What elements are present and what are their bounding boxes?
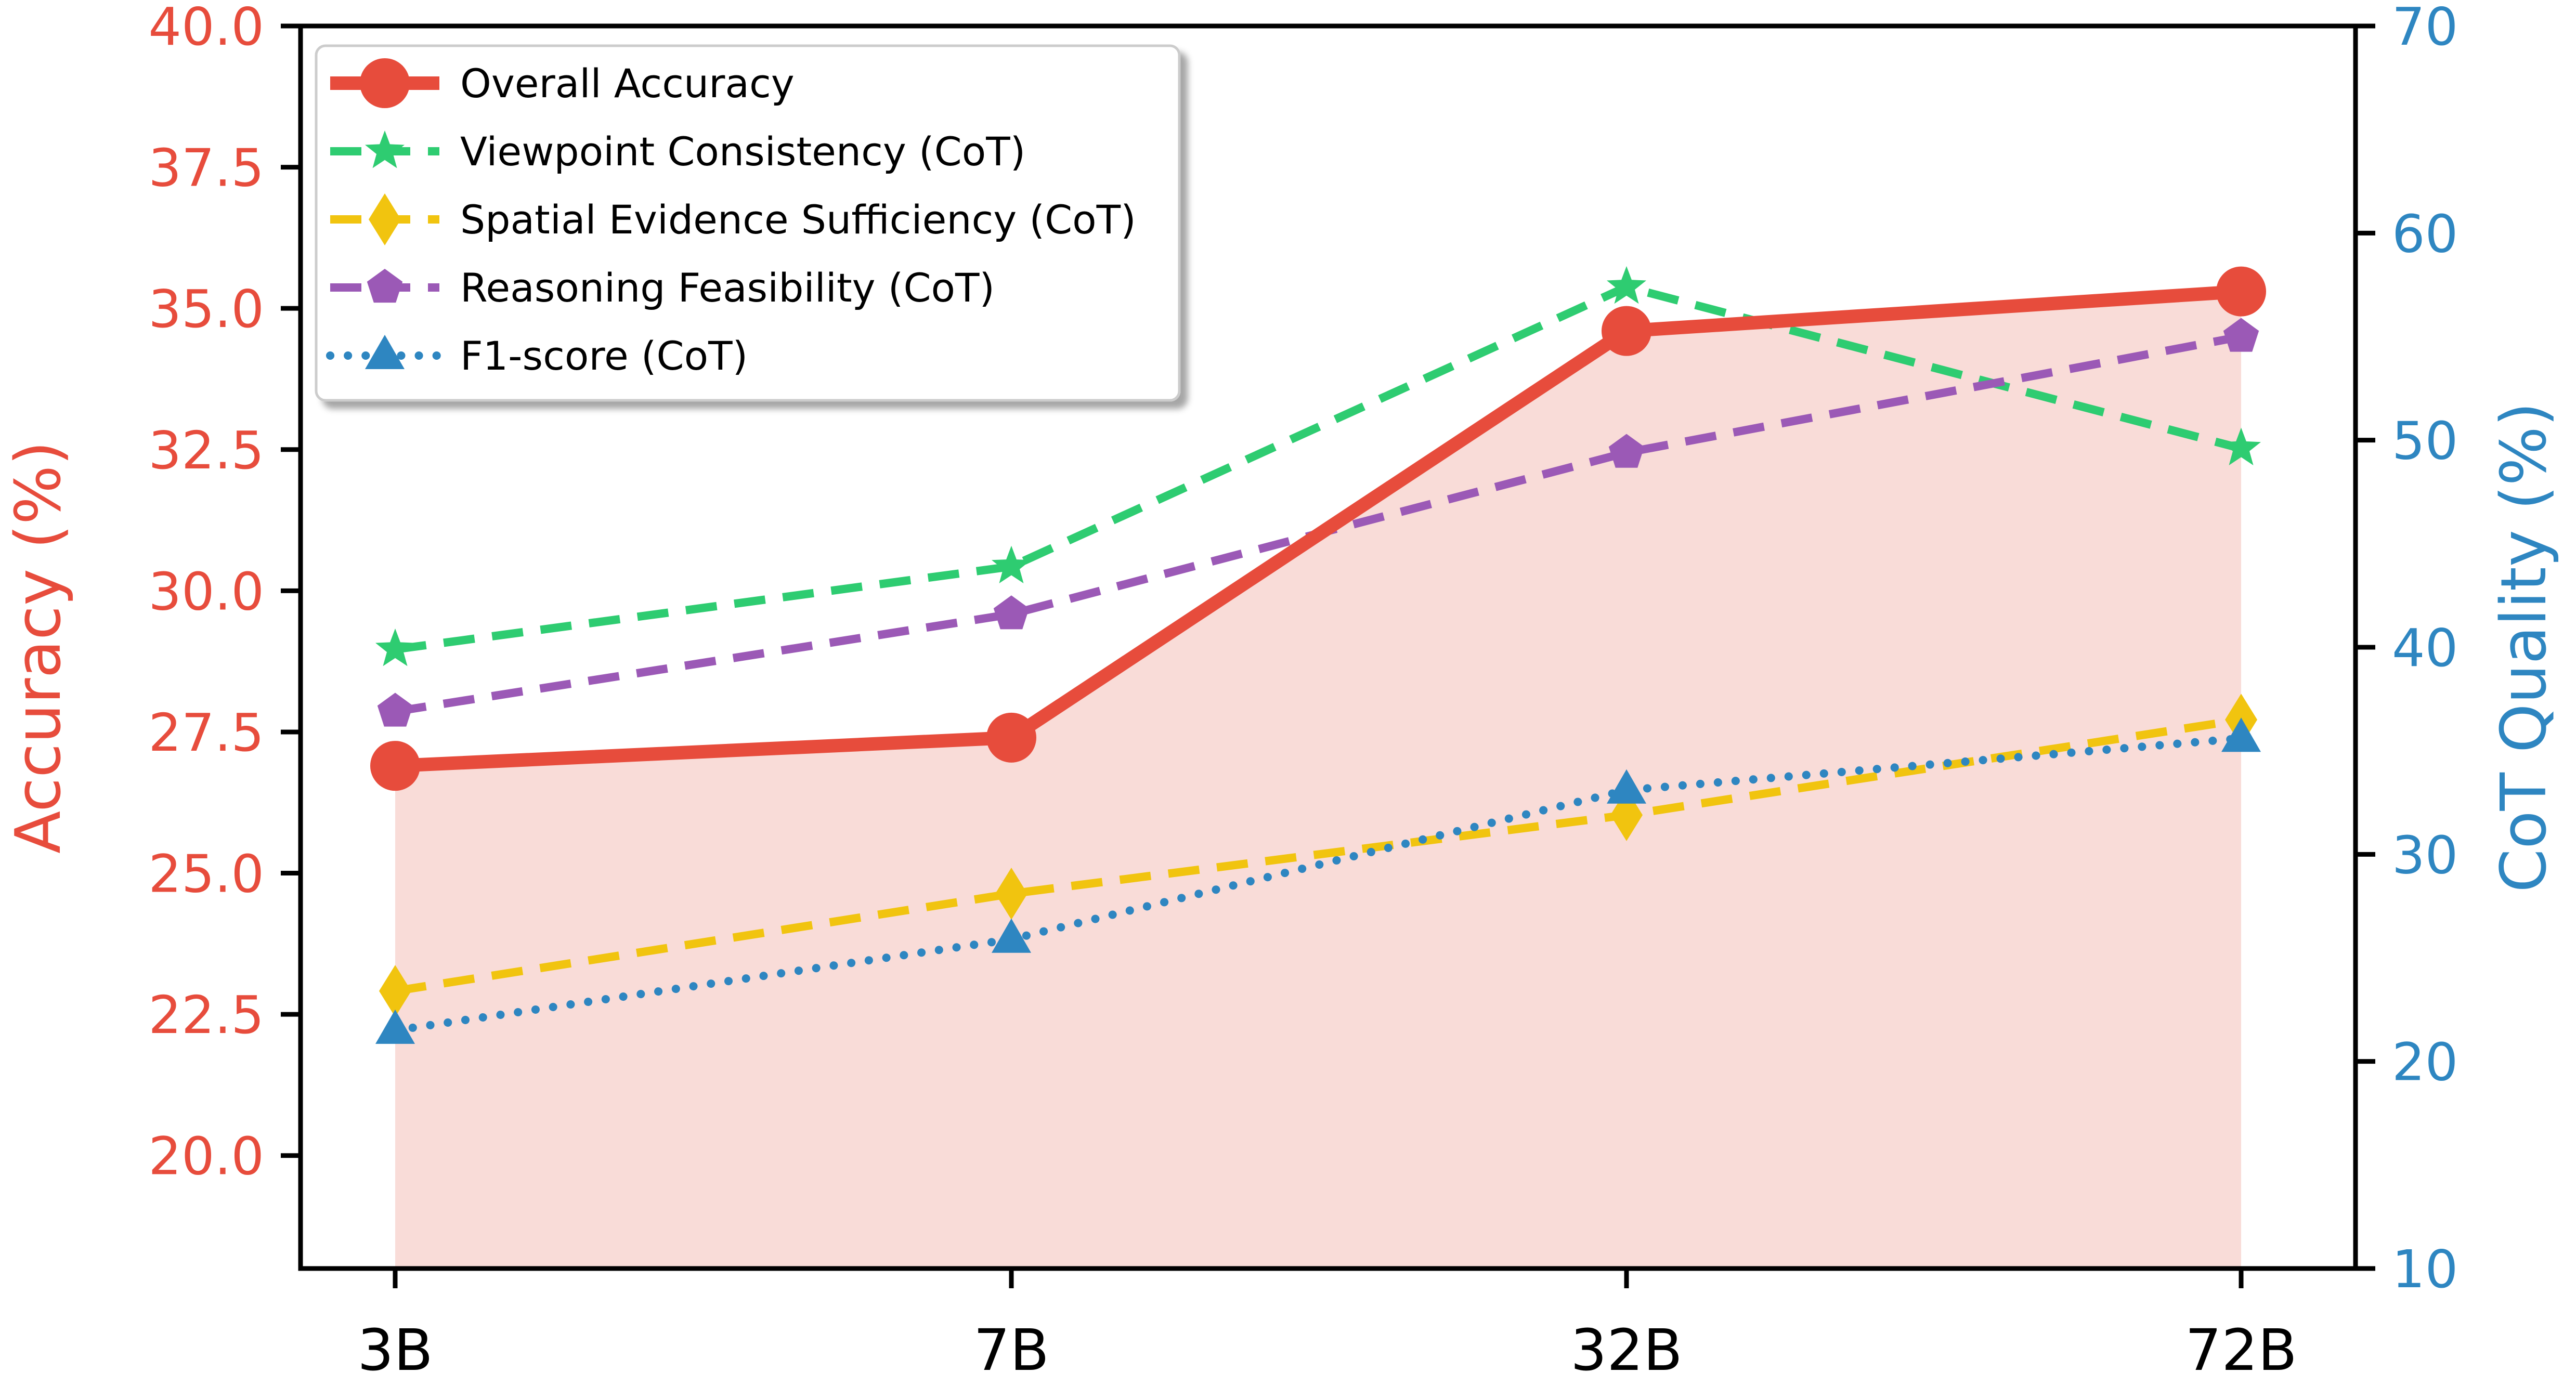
left-tick-label: 20.0	[148, 1126, 264, 1187]
data-point-reasoning-feasibility-cot-32b	[1608, 434, 1645, 468]
series-spatial-evidence-sufficiency-cot	[379, 694, 2257, 1017]
data-point-overall-accuracy-32b	[1602, 306, 1651, 356]
legend-box	[315, 44, 1181, 402]
data-point-f1-score-cot-7b	[992, 918, 1031, 953]
series-line-overall-accuracy	[395, 284, 2242, 773]
x-tick-label-3b: 3B	[357, 1317, 433, 1383]
legend-entry-overall-accuracy: Overall Accuracy	[330, 58, 795, 108]
data-point-f1-score-cot-3b	[375, 1009, 415, 1044]
data-point-viewpoint-consistency-cot-3b	[375, 629, 415, 666]
series-line-viewpoint-consistency-cot	[394, 282, 2243, 653]
left-axis-title: Accuracy (%)	[3, 441, 75, 854]
legend-marker-f1-score-cot	[365, 335, 405, 369]
data-point-reasoning-feasibility-cot-72b	[2223, 318, 2259, 352]
legend-label-f1-score-cot: F1-score (CoT)	[460, 333, 748, 379]
legend-marker-spatial-evidence-sufficiency-cot	[369, 193, 401, 245]
legend-label-spatial-evidence-sufficiency-cot: Spatial Evidence Sufficiency (CoT)	[460, 197, 1136, 243]
legend-label-reasoning-feasibility-cot: Reasoning Feasibility (CoT)	[460, 265, 995, 311]
data-point-viewpoint-consistency-cot-7b	[992, 545, 1031, 583]
right-tick-label: 50	[2392, 411, 2458, 472]
series-viewpoint-consistency-cot	[375, 266, 2261, 666]
series-line-spatial-evidence-sufficiency-cot	[394, 715, 2242, 996]
data-point-f1-score-cot-72b	[2221, 717, 2261, 752]
left-tick-label: 32.5	[148, 420, 264, 481]
data-point-spatial-evidence-sufficiency-cot-3b	[379, 965, 411, 1017]
right-axis-title: CoT Quality (%)	[2488, 402, 2560, 892]
left-tick-label: 25.0	[148, 844, 264, 905]
legend-marker-reasoning-feasibility-cot	[367, 269, 403, 303]
legend-marker-overall-accuracy	[360, 58, 410, 108]
legend-entry-f1-score-cot: F1-score (CoT)	[326, 333, 748, 379]
left-tick-label: 37.5	[148, 138, 264, 199]
legend-entry-reasoning-feasibility-cot: Reasoning Feasibility (CoT)	[330, 265, 995, 311]
legend-entry-viewpoint-consistency-cot: Viewpoint Consistency (CoT)	[330, 128, 1025, 175]
right-tick-label: 40	[2392, 618, 2458, 678]
legend: Overall Accuracy Viewpoint Consistency (C…	[315, 44, 1181, 402]
series-f1-score-cot	[375, 717, 2261, 1044]
right-tick-label: 30	[2392, 825, 2458, 885]
data-point-reasoning-feasibility-cot-7b	[993, 595, 1030, 630]
left-tick-label: 40.0	[148, 0, 264, 57]
data-point-overall-accuracy-7b	[986, 712, 1036, 763]
legend-label-overall-accuracy: Overall Accuracy	[460, 60, 795, 107]
x-tick-label-7b: 7B	[973, 1317, 1049, 1383]
left-tick-label: 22.5	[148, 985, 264, 1045]
data-point-spatial-evidence-sufficiency-cot-7b	[995, 868, 1027, 920]
left-tick-label: 27.5	[148, 702, 264, 763]
legend-label-viewpoint-consistency-cot: Viewpoint Consistency (CoT)	[460, 128, 1025, 175]
data-point-f1-score-cot-32b	[1607, 769, 1646, 804]
data-point-overall-accuracy-72b	[2216, 266, 2266, 317]
right-tick-label: 70	[2392, 0, 2458, 57]
data-point-viewpoint-consistency-cot-72b	[2221, 427, 2261, 465]
legend-entry-spatial-evidence-sufficiency-cot: Spatial Evidence Sufficiency (CoT)	[330, 193, 1136, 245]
series-layer	[370, 266, 2266, 1044]
data-point-viewpoint-consistency-cot-32b	[1607, 266, 1646, 304]
x-tick-label-32b: 32B	[1570, 1317, 1682, 1383]
data-point-reasoning-feasibility-cot-3b	[377, 692, 413, 727]
data-point-overall-accuracy-3b	[370, 741, 420, 791]
left-tick-label: 35.0	[148, 279, 264, 339]
series-line-f1-score-cot	[391, 734, 2245, 1035]
x-tick-label-72b: 72B	[2185, 1317, 2297, 1383]
series-overall-accuracy	[370, 266, 2266, 791]
left-tick-label: 30.0	[148, 561, 264, 622]
right-tick-label: 20	[2392, 1032, 2458, 1093]
tick-layer: 20.0 22.5 25.0 27.5 30.0 32.5 35.0 37.5 40.0 10 20…	[148, 0, 2458, 1383]
accuracy-area-fill	[395, 291, 2241, 1269]
right-tick-label: 60	[2392, 203, 2458, 264]
right-tick-label: 10	[2392, 1239, 2458, 1300]
legend-marker-viewpoint-consistency-cot	[365, 130, 405, 168]
accuracy-area	[395, 291, 2241, 1269]
